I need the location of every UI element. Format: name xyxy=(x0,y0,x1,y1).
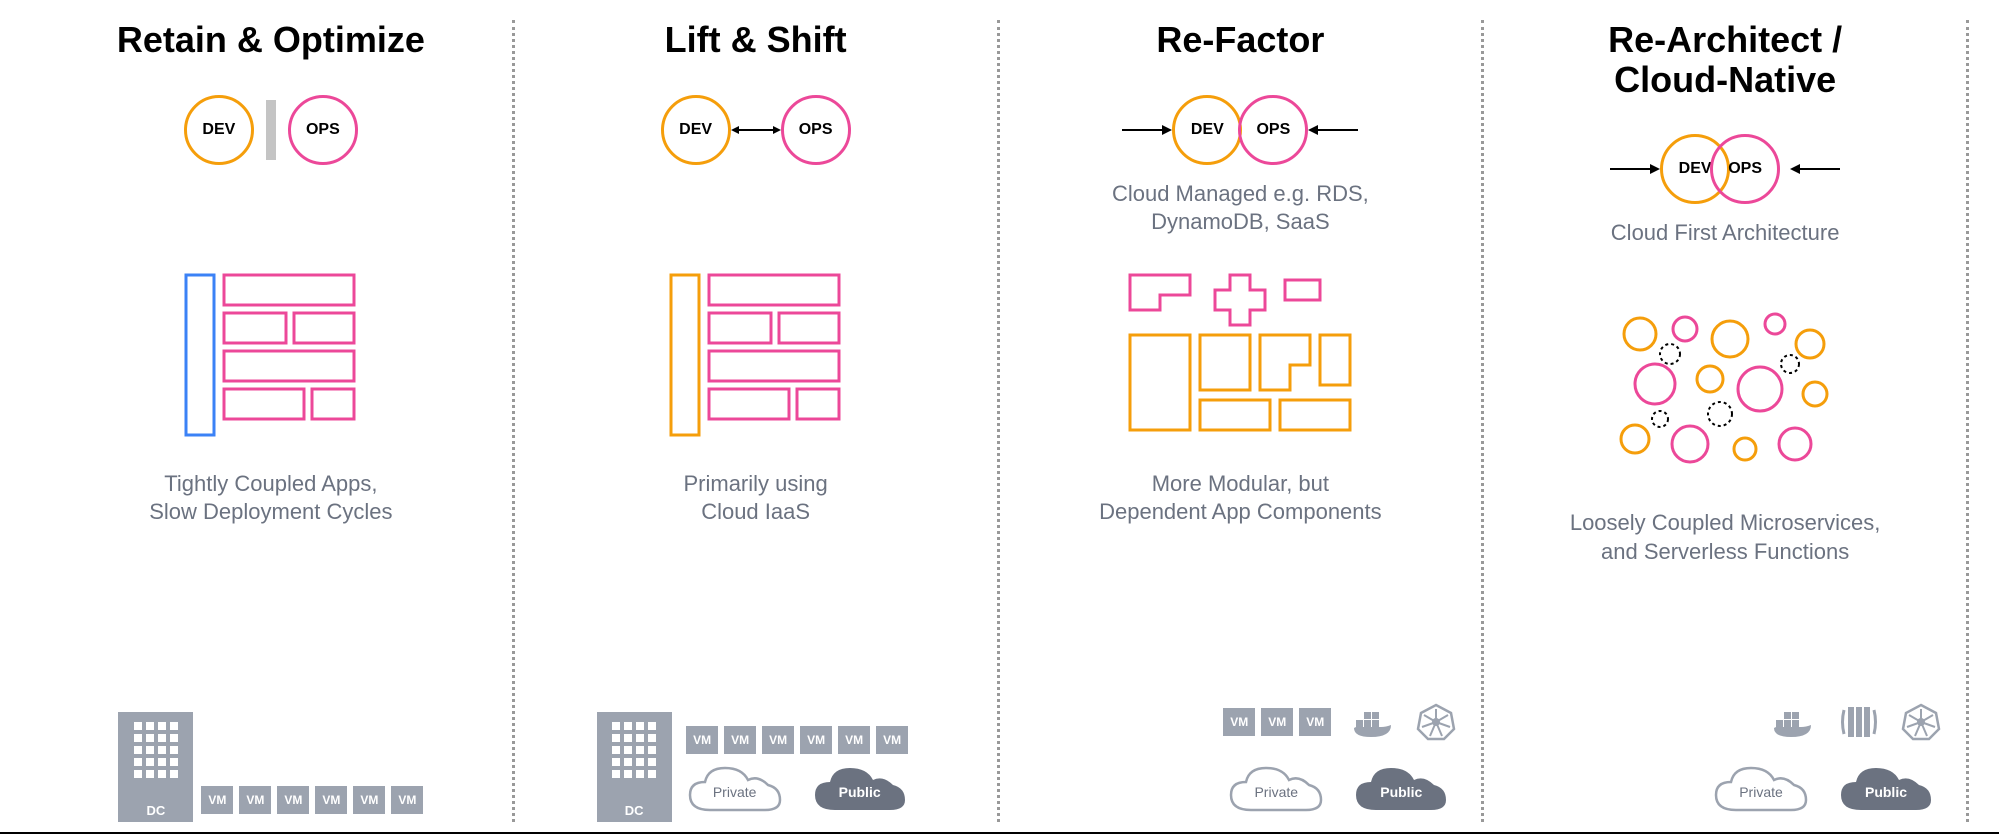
column-refactor: Re-Factor DEV OPS Cloud Managed e.g. RDS… xyxy=(1000,20,1485,822)
datacenter-icon: DC xyxy=(597,712,672,822)
infrastructure-row: Private Public xyxy=(1509,702,1941,822)
private-cloud-icon: Private xyxy=(1221,762,1331,822)
icons-row: VM VM VM xyxy=(1223,702,1456,742)
description: More Modular, butDependent App Component… xyxy=(1099,470,1382,540)
cloud-label: Private xyxy=(1739,784,1783,800)
subtitle: Cloud First Architecture xyxy=(1611,219,1840,279)
vm-cloud-stack: VM VM VM VM VM VM Private Public xyxy=(680,726,915,822)
aws-icon xyxy=(1836,702,1881,742)
dc-label: DC xyxy=(146,803,165,818)
cloud-label: Public xyxy=(839,784,881,800)
devops-diagram: DEV OPS xyxy=(184,90,358,170)
microservices-icon xyxy=(1600,304,1850,484)
arrow-left-icon xyxy=(1308,120,1358,140)
tightly-coupled-icon xyxy=(156,265,386,445)
separator-bar xyxy=(266,100,276,160)
vm-box: VM xyxy=(315,786,347,814)
vm-box: VM xyxy=(277,786,309,814)
vm-box: VM xyxy=(762,726,794,754)
public-cloud-icon: Public xyxy=(1831,762,1941,822)
description: Primarily usingCloud IaaS xyxy=(683,470,827,540)
cloud-label: Private xyxy=(1254,784,1298,800)
column-retain-optimize: Retain & Optimize DEV OPS Tightly Couple… xyxy=(30,20,515,822)
cloud-label: Public xyxy=(1380,784,1422,800)
column-title: Retain & Optimize xyxy=(117,20,425,60)
datacenter-icon: DC xyxy=(118,712,193,822)
architecture-graphic xyxy=(540,260,972,450)
icons-row xyxy=(1771,702,1941,742)
architecture-graphic xyxy=(1025,260,1457,450)
infrastructure-row: DC VM VM VM VM VM VM xyxy=(55,712,487,822)
architecture-graphic xyxy=(55,260,487,450)
infrastructure-row: VM VM VM Private Public xyxy=(1025,702,1457,822)
vm-box: VM xyxy=(1223,708,1255,736)
column-rearchitect: Re-Architect /Cloud-Native DEV OPS Cloud… xyxy=(1484,20,1969,822)
private-cloud-icon: Private xyxy=(680,762,790,822)
vm-box: VM xyxy=(391,786,423,814)
column-title: Re-Architect /Cloud-Native xyxy=(1608,20,1842,99)
description: Tightly Coupled Apps,Slow Deployment Cyc… xyxy=(149,470,392,540)
column-lift-shift: Lift & Shift DEV OPS Primarily usingClou… xyxy=(515,20,1000,822)
kubernetes-icon xyxy=(1416,702,1456,742)
vm-box: VM xyxy=(1299,708,1331,736)
public-cloud-icon: Public xyxy=(805,762,915,822)
docker-icon xyxy=(1351,705,1396,740)
column-title: Lift & Shift xyxy=(665,20,847,60)
vm-box: VM xyxy=(724,726,756,754)
ops-circle: OPS xyxy=(288,95,358,165)
column-title: Re-Factor xyxy=(1156,20,1324,60)
vm-list: VM VM VM VM VM VM xyxy=(686,726,908,754)
vm-box: VM xyxy=(353,786,385,814)
ops-circle: OPS xyxy=(1238,95,1308,165)
arrow-right-icon xyxy=(1610,159,1660,179)
dev-circle: DEV xyxy=(661,95,731,165)
devops-diagram: DEV OPS xyxy=(661,90,851,170)
dev-circle: DEV xyxy=(184,95,254,165)
vm-box: VM xyxy=(686,726,718,754)
vm-box: VM xyxy=(239,786,271,814)
infrastructure-row: DC VM VM VM VM VM VM Private Public xyxy=(540,712,972,822)
vm-box: VM xyxy=(1261,708,1293,736)
private-cloud-icon: Private xyxy=(1706,762,1816,822)
arrow-left-icon xyxy=(1790,159,1840,179)
ops-circle: OPS xyxy=(1710,134,1780,204)
cloud-list: Private Public xyxy=(1221,762,1456,822)
devops-diagram: DEV OPS xyxy=(1122,90,1358,170)
vm-box: VM xyxy=(800,726,832,754)
dev-circle: DEV xyxy=(1172,95,1242,165)
subtitle: Cloud Managed e.g. RDS,DynamoDB, SaaS xyxy=(1112,180,1369,240)
vm-box: VM xyxy=(876,726,908,754)
kubernetes-icon xyxy=(1901,702,1941,742)
architecture-graphic xyxy=(1509,299,1941,489)
description: Loosely Coupled Microservices,and Server… xyxy=(1570,509,1881,579)
vm-list: VM VM VM VM VM VM xyxy=(201,786,423,814)
arrow-right-icon xyxy=(1122,120,1172,140)
modular-icon xyxy=(1110,265,1370,445)
dc-label: DC xyxy=(625,803,644,818)
vm-box: VM xyxy=(201,786,233,814)
vm-list: VM VM VM xyxy=(1223,708,1331,736)
devops-diagram: DEV OPS xyxy=(1610,129,1840,209)
vm-box: VM xyxy=(838,726,870,754)
cloud-list: Private Public xyxy=(680,762,915,822)
docker-icon xyxy=(1771,705,1816,740)
bidirectional-arrow-icon xyxy=(731,120,781,140)
cloud-list: Private Public xyxy=(1706,762,1941,822)
ops-circle: OPS xyxy=(781,95,851,165)
cloud-label: Public xyxy=(1865,784,1907,800)
lift-shift-icon xyxy=(641,265,871,445)
overlapping-circles: DEV OPS xyxy=(1660,134,1790,204)
cloud-label: Private xyxy=(713,784,757,800)
public-cloud-icon: Public xyxy=(1346,762,1456,822)
